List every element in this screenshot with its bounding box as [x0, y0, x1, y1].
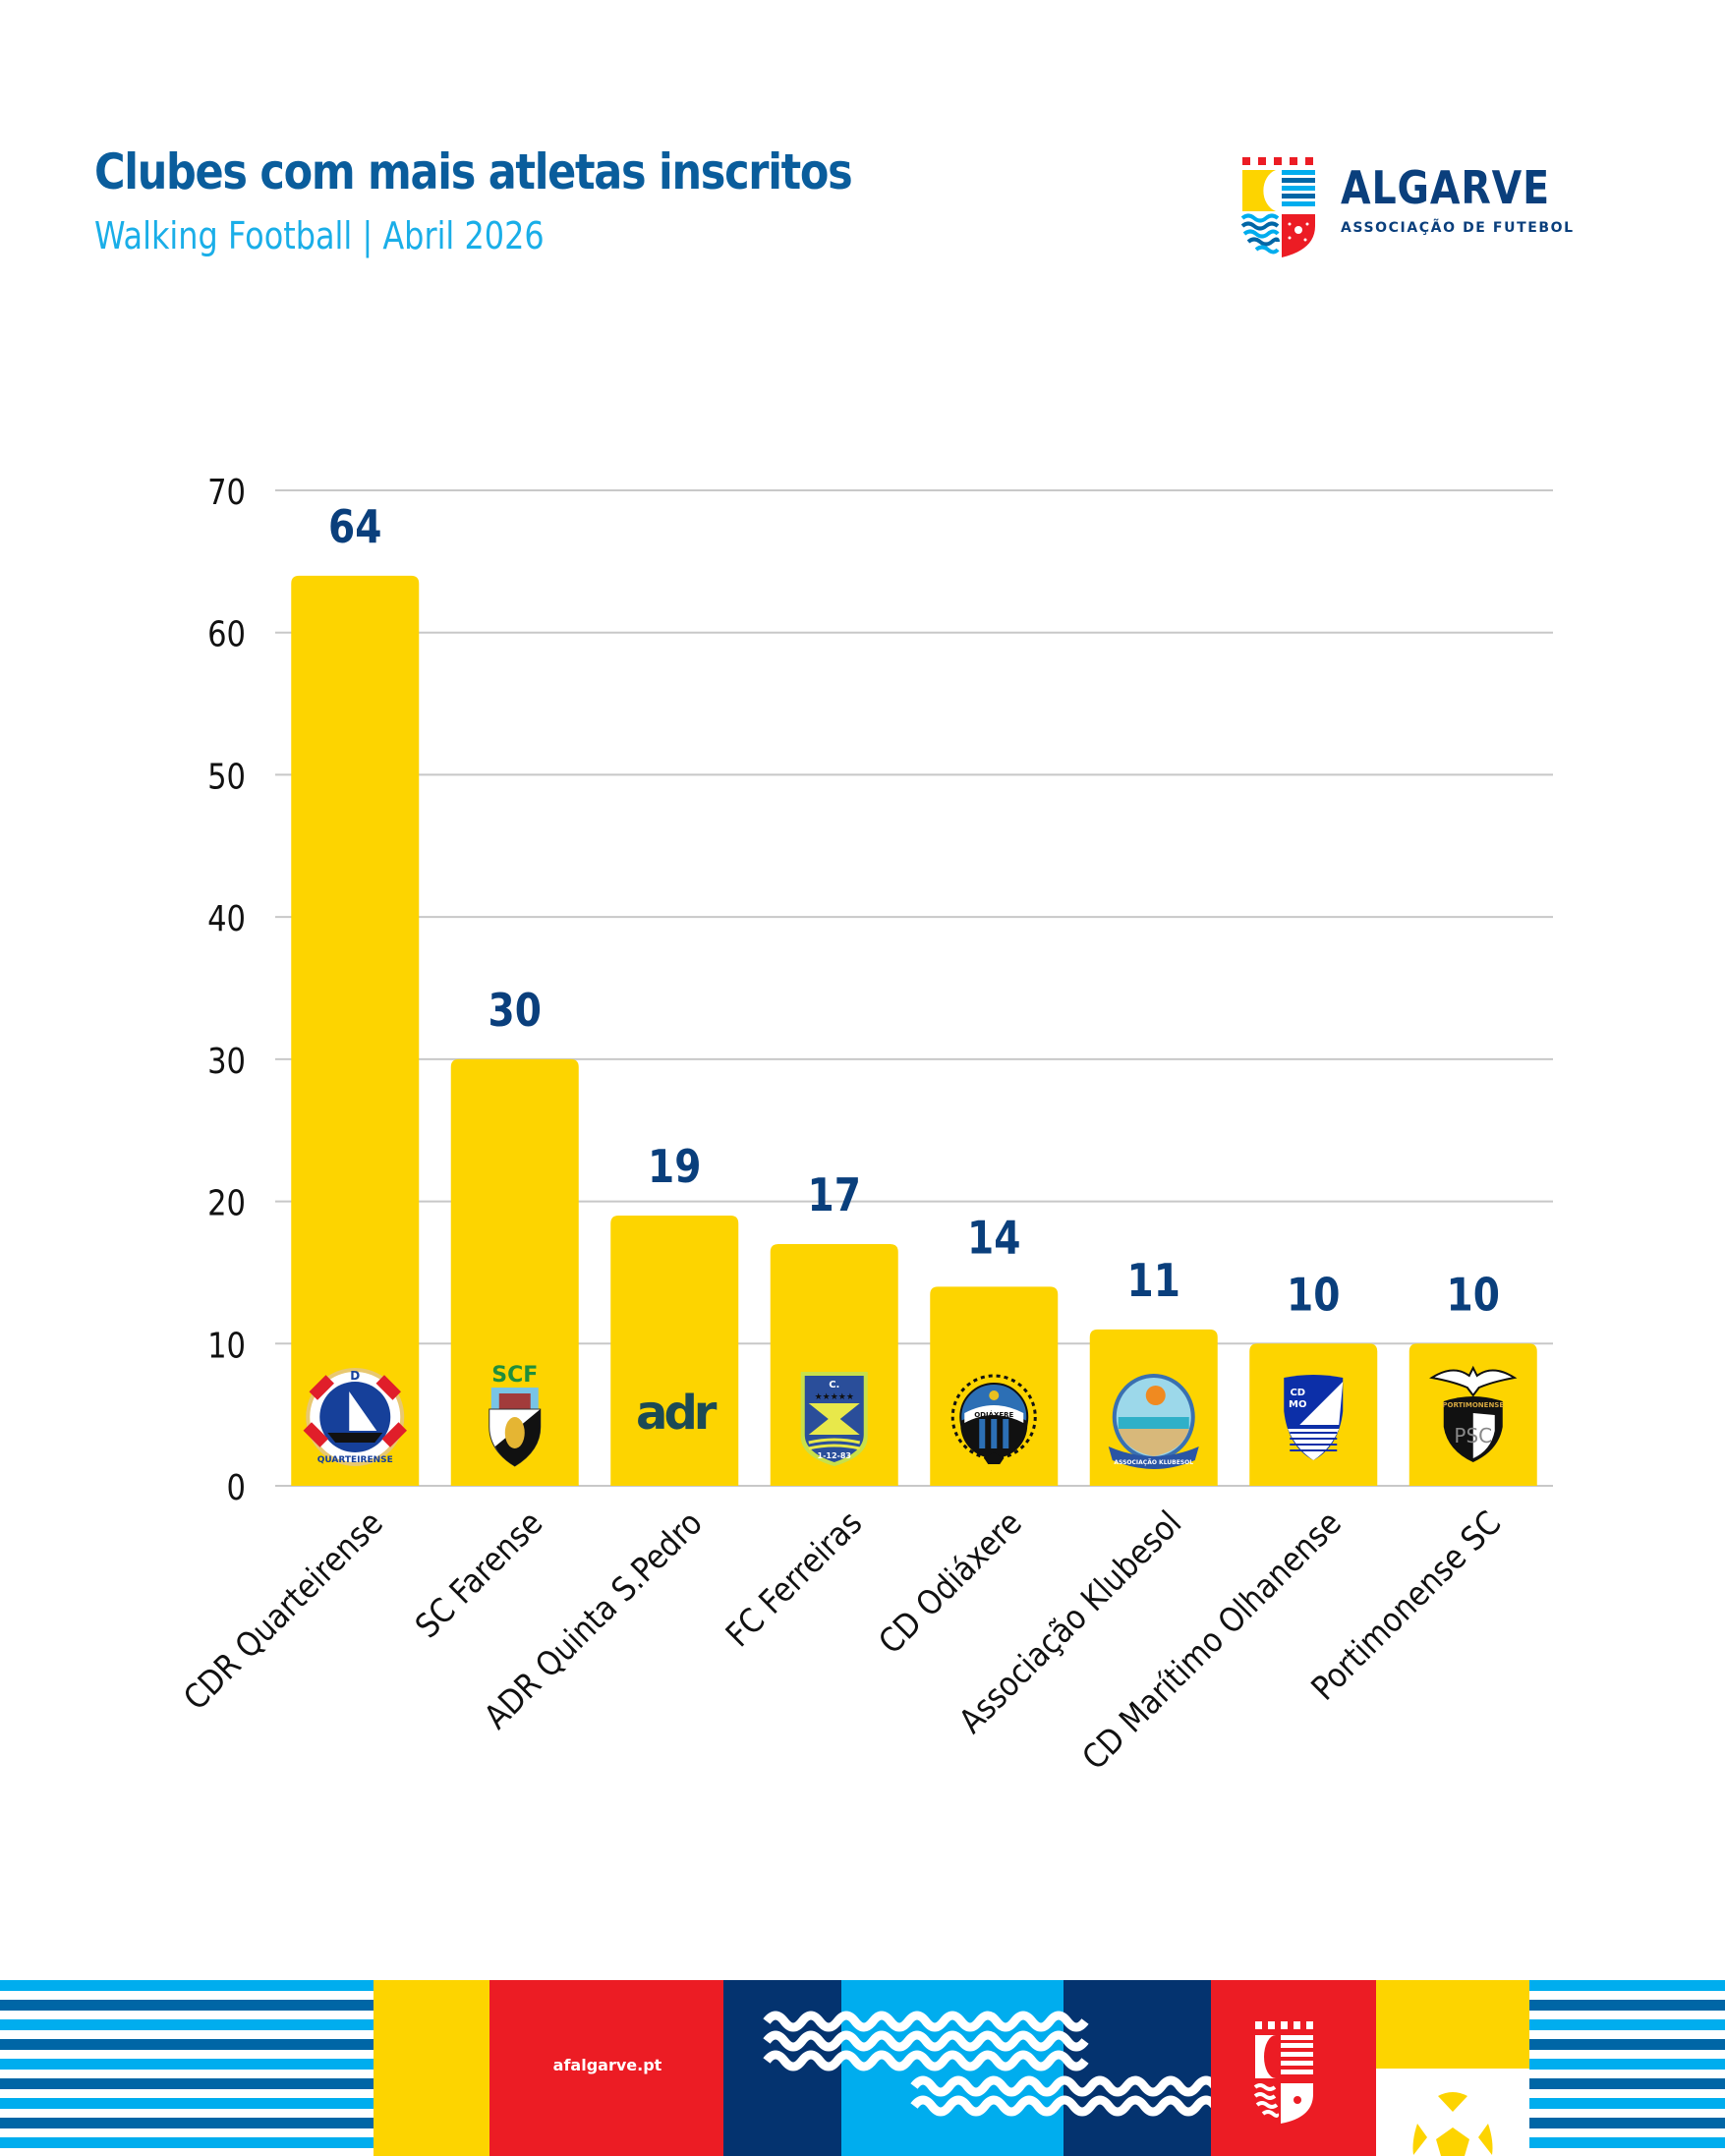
svg-text:PSC: PSC [1454, 1424, 1492, 1447]
x-axis-label: CD Odiáxere [871, 1503, 1029, 1661]
stripe [0, 2078, 374, 2089]
svg-text:CD: CD [1290, 1388, 1305, 1398]
bar [450, 1058, 579, 1486]
stripe [1529, 2098, 1725, 2109]
adr-logo-icon: adr [636, 1386, 721, 1441]
x-axis-label: CDR Quarteirense [176, 1503, 391, 1718]
wave [910, 2075, 1236, 2097]
bar [610, 1216, 739, 1486]
page-subtitle: Walking Football | Abril 2026 [94, 214, 545, 257]
x-axis-label: FC Ferreiras [718, 1503, 869, 1654]
svg-text:QUARTEIRENSE: QUARTEIRENSE [317, 1455, 393, 1465]
stripe [0, 1980, 374, 1991]
stripe [0, 2118, 374, 2128]
bars [291, 575, 1537, 1486]
svg-text:D: D [350, 1369, 360, 1383]
value-label: 64 [328, 501, 381, 554]
footer-shield-icon [1253, 2021, 1313, 2124]
svg-text:★★★★★: ★★★★★ [815, 1392, 854, 1402]
bar-crests: D QUARTEIRENSE SCF adr C. ★★★★★ 1-12-83 ODIÁXER… [303, 1363, 1518, 1469]
bar-chart: 0 10 20 30 40 50 60 70 D QUARTEIRENSE SCF adr C. ★★★… [176, 472, 1553, 1778]
value-label: 14 [967, 1212, 1020, 1265]
y-axis-ticks: 0 10 20 30 40 50 60 70 [207, 472, 246, 1508]
logo-tagline: ASSOCIAÇÃO DE FUTEBOL [1341, 220, 1575, 236]
stripe [0, 2137, 374, 2148]
algarve-shield-icon [1240, 157, 1315, 257]
stripe [1529, 2019, 1725, 2030]
stripe [0, 2000, 374, 2011]
bar [291, 575, 420, 1486]
x-axis-label: SC Farense [407, 1503, 549, 1645]
cdr-quarteirense-crest-icon: D QUARTEIRENSE [303, 1368, 407, 1466]
svg-text:MO: MO [1289, 1399, 1306, 1410]
svg-text:ASSOCIAÇÃO KLUBESOL: ASSOCIAÇÃO KLUBESOL [1114, 1459, 1193, 1466]
svg-text:PORTIMONENSE: PORTIMONENSE [1442, 1401, 1504, 1409]
svg-text:1-12-83: 1-12-83 [818, 1451, 851, 1460]
footer-yellow-block [374, 1980, 489, 2156]
value-label: 30 [489, 985, 542, 1038]
logo-name: ALGARVE [1341, 161, 1551, 214]
svg-text:SCF: SCF [491, 1363, 538, 1388]
y-tick-label: 20 [207, 1182, 246, 1223]
klubesol-crest-icon: ASSOCIAÇÃO KLUBESOL [1108, 1374, 1199, 1469]
footer-navy-block-2 [1064, 1980, 1211, 2156]
y-tick-label: 10 [207, 1325, 246, 1366]
stripe [0, 2039, 374, 2050]
footer-stripes-left [0, 1980, 374, 2156]
y-tick-label: 60 [207, 613, 246, 654]
footer-stripes-right [1529, 1980, 1725, 2156]
wave [910, 2095, 1236, 2117]
wave [763, 2050, 1089, 2071]
footer-red-block-2 [1211, 1980, 1376, 2156]
wave [763, 2011, 1089, 2032]
y-tick-label: 0 [227, 1467, 246, 1508]
svg-text:C.: C. [829, 1380, 839, 1390]
value-label: 11 [1127, 1255, 1180, 1308]
stripe [1529, 2000, 1725, 2011]
algarve-logo: ALGARVE ASSOCIAÇÃO DE FUTEBOL [1240, 155, 1575, 263]
footer-banner [0, 1980, 1725, 2156]
fc-ferreiras-crest-icon: C. ★★★★★ 1-12-83 [800, 1372, 868, 1466]
stripe [0, 2019, 374, 2030]
stripe [0, 2059, 374, 2070]
cd-odiaxere-crest-icon: ODIÁXERE [950, 1374, 1037, 1464]
stripe [1529, 2137, 1725, 2148]
y-tick-label: 30 [207, 1040, 246, 1081]
stripe [1529, 2059, 1725, 2070]
footer-website-link[interactable]: afalgarve.pt [552, 2056, 662, 2074]
stripe [0, 2098, 374, 2109]
footer-waves-icon [763, 2011, 1236, 2117]
footer-yellow-block-2 [1376, 1980, 1529, 2069]
y-tick-label: 50 [207, 756, 246, 797]
value-label: 10 [1287, 1269, 1340, 1322]
x-axis-label: CD Marítimo Olhanense [1074, 1503, 1349, 1777]
stripe [1529, 1980, 1725, 1991]
page-title: Clubes com mais atletas inscritos [94, 143, 853, 200]
stripe [1529, 2039, 1725, 2050]
value-labels: 64 30 19 17 14 11 10 10 [328, 501, 1500, 1322]
footer-red-block [489, 1980, 723, 2156]
wave [763, 2030, 1089, 2052]
portimonense-crest-icon: PORTIMONENSE PSC [1429, 1365, 1518, 1462]
y-tick-label: 70 [207, 472, 246, 513]
y-tick-label: 40 [207, 898, 246, 939]
value-label: 10 [1447, 1269, 1500, 1322]
value-label: 17 [808, 1169, 861, 1222]
sc-farense-crest-icon: SCF [489, 1363, 542, 1467]
footer-sky-block [841, 1980, 1064, 2156]
stripe [1529, 2118, 1725, 2128]
football-icon [1412, 2092, 1493, 2156]
svg-text:ODIÁXERE: ODIÁXERE [974, 1410, 1013, 1419]
stripe [1529, 2078, 1725, 2089]
value-label: 19 [648, 1141, 701, 1194]
svg-text:adr: adr [636, 1386, 718, 1441]
